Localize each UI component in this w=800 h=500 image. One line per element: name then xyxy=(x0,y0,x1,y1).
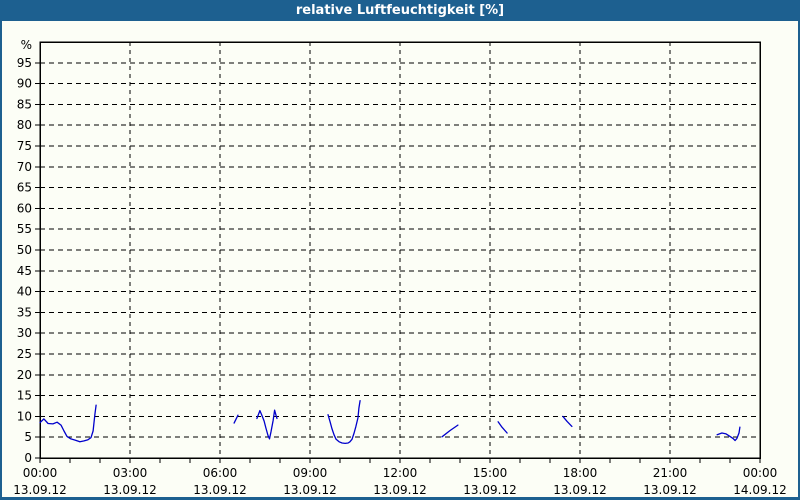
y-tick-label: 65 xyxy=(17,181,32,195)
x-tick-time-label: 12:00 xyxy=(383,466,418,480)
x-tick-date-label: 14.09.12 xyxy=(733,483,786,497)
humidity-chart: 0 5 10 15 20 25 30 35 40 45 50 55 60 65 70 75 80 85 90 95% 0… xyxy=(13,38,786,497)
chart-title: relative Luftfeuchtigkeit [%] xyxy=(295,3,505,18)
x-tick-date-label: 13.09.12 xyxy=(463,483,516,497)
humidity-series-segment xyxy=(716,426,741,442)
x-tick-time-label: 00:00 xyxy=(743,466,778,480)
x-tick-time-label: 06:00 xyxy=(203,466,238,480)
humidity-series-segment xyxy=(39,404,97,443)
x-tick-time-label: 21:00 xyxy=(653,466,688,480)
y-tick-label: 15 xyxy=(17,389,32,403)
x-tick-date-label: 13.09.12 xyxy=(373,483,426,497)
chart-area: 0 5 10 15 20 25 30 35 40 45 50 55 60 65 70 75 80 85 90 95% 0… xyxy=(2,21,798,497)
x-tick-time-label: 15:00 xyxy=(473,466,508,480)
humidity-series-segment xyxy=(256,409,278,440)
y-tick-label: 75 xyxy=(17,139,32,153)
y-tick-label: 95 xyxy=(17,56,32,70)
humidity-series-segment xyxy=(497,421,508,434)
y-tick-label: 5 xyxy=(24,430,32,444)
x-tick-date-label: 13.09.12 xyxy=(193,483,246,497)
y-tick-label: 80 xyxy=(17,118,32,132)
humidity-series-segment xyxy=(327,399,361,445)
y-tick-label: 35 xyxy=(17,305,32,319)
x-tick-date-label: 13.09.12 xyxy=(103,483,156,497)
humidity-series-segment xyxy=(441,424,459,438)
x-tick-time-label: 00:00 xyxy=(23,466,58,480)
y-tick-label: 20 xyxy=(17,368,32,382)
x-tick-time-label: 18:00 xyxy=(563,466,598,480)
humidity-series-segment xyxy=(233,414,239,424)
y-tick-label: 85 xyxy=(17,97,32,111)
y-tick-label: 40 xyxy=(17,285,32,299)
y-tick-label: 30 xyxy=(17,326,32,340)
y-tick-label: 25 xyxy=(17,347,32,361)
humidity-series-segment xyxy=(562,415,573,428)
x-tick-date-label: 13.09.12 xyxy=(13,483,66,497)
x-tick-date-label: 13.09.12 xyxy=(283,483,336,497)
x-tick-date-label: 13.09.12 xyxy=(643,483,696,497)
y-tick-label: 55 xyxy=(17,222,32,236)
x-tick-time-label: 09:00 xyxy=(293,466,328,480)
y-tick-label: 10 xyxy=(17,409,32,423)
x-tick-time-label: 03:00 xyxy=(113,466,148,480)
y-tick-label: 50 xyxy=(17,243,32,257)
y-tick-label: 70 xyxy=(17,160,32,174)
y-tick-label: 90 xyxy=(17,77,32,91)
y-tick-label: 0 xyxy=(24,451,32,465)
y-tick-label: 60 xyxy=(17,201,32,215)
title-bar: relative Luftfeuchtigkeit [%] xyxy=(0,0,800,21)
y-tick-label: 45 xyxy=(17,264,32,278)
y-axis-unit-label: % xyxy=(21,38,32,52)
x-tick-date-label: 13.09.12 xyxy=(553,483,606,497)
